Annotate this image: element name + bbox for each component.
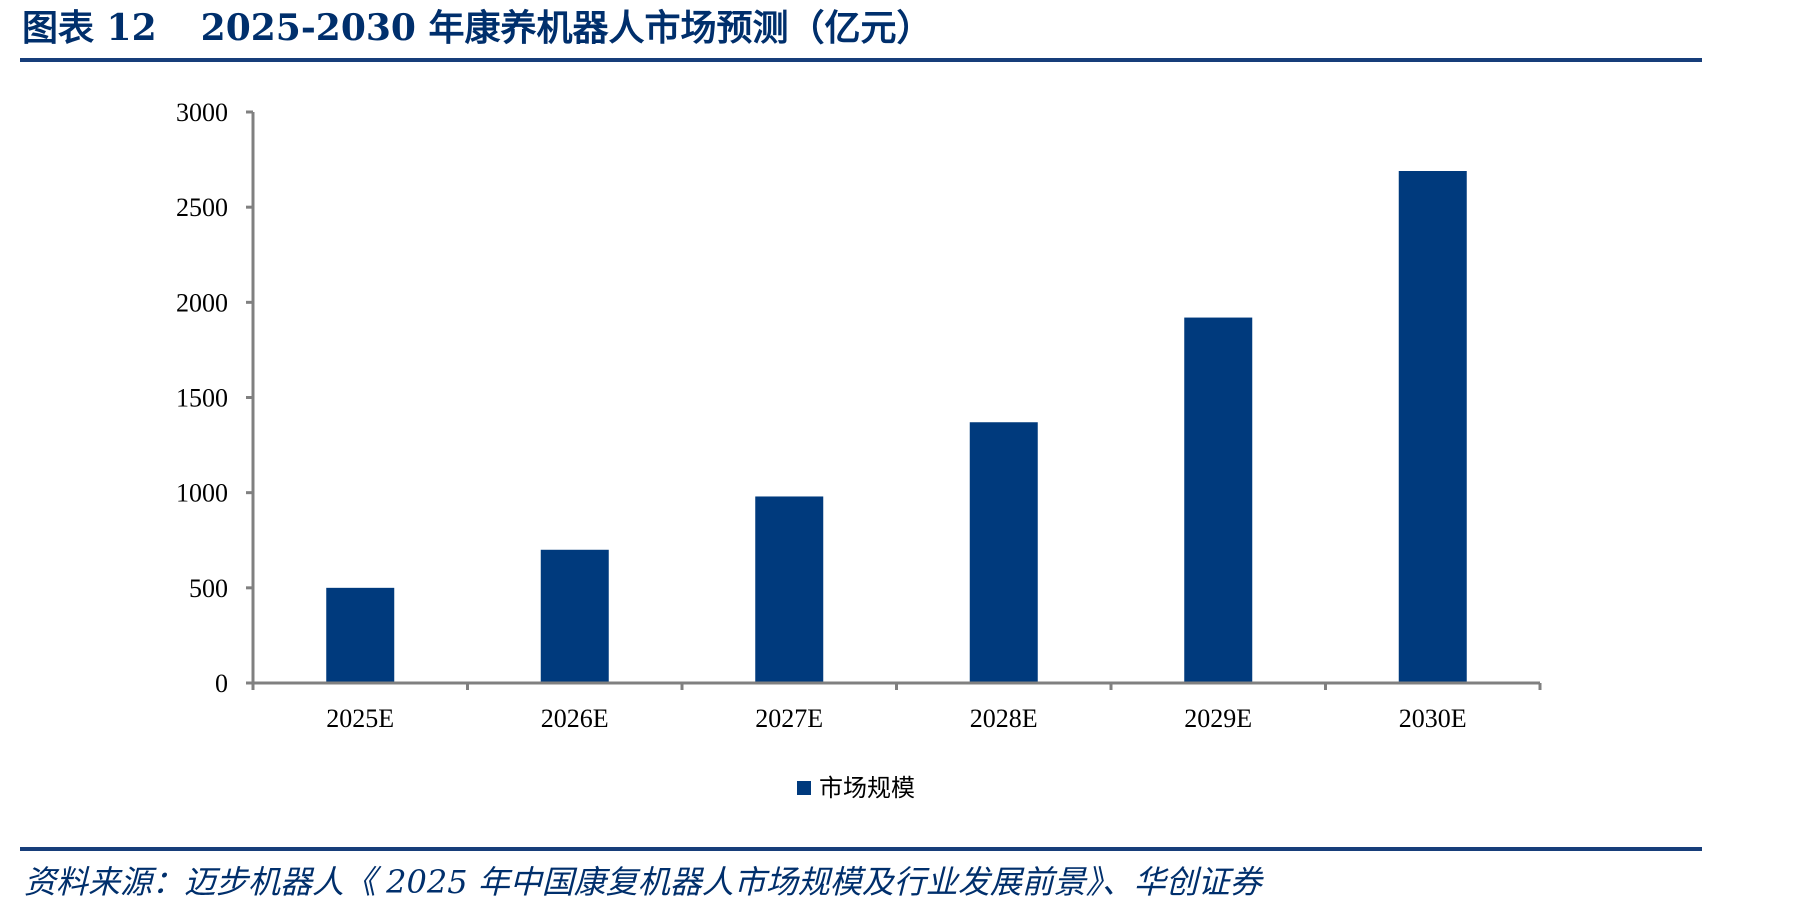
x-tick-label-2030E: 2030E [1399, 704, 1467, 733]
y-tick-label-2500: 2500 [176, 193, 228, 222]
y-tick-label-1500: 1500 [176, 384, 228, 413]
y-tick-label-1000: 1000 [176, 479, 228, 508]
bar-2028E [969, 422, 1038, 683]
legend: 市场规模 [797, 772, 915, 804]
footer-divider [20, 847, 1702, 851]
x-tick-label-2025E: 2025E [326, 704, 394, 733]
bar-2026E [540, 549, 609, 683]
bar-2030E [1398, 171, 1467, 683]
x-tick-label-2027E: 2027E [755, 704, 823, 733]
x-tick-label-2026E: 2026E [541, 704, 609, 733]
y-tick-label-500: 500 [189, 574, 228, 603]
figure-title-text: 2025-2030 年康养机器人市场预测（亿元） [200, 7, 933, 49]
axes-layer [246, 110, 1542, 690]
legend-swatch [797, 781, 811, 795]
bar-2027E [755, 496, 824, 683]
bars-layer [326, 171, 1467, 683]
title-divider [20, 58, 1702, 62]
legend-label: 市场规模 [819, 774, 915, 802]
x-tick-label-2029E: 2029E [1184, 704, 1252, 733]
bar-2025E [326, 587, 395, 683]
source-note: 资料来源：迈步机器人《 2025 年中国康复机器人市场规模及行业发展前景》、华创… [24, 863, 1262, 901]
bar-2029E [1184, 317, 1253, 683]
x-tick-label-2028E: 2028E [970, 704, 1038, 733]
y-tick-label-3000: 3000 [176, 98, 228, 127]
tick-labels-layer: 0 500 1000 1500 2000 2500 3000 2025E 2026E 2027E 2… [176, 98, 1467, 733]
figure-title: 图表 12 2025-2030 年康养机器人市场预测（亿元） [22, 4, 933, 52]
figure-label: 图表 12 [22, 7, 157, 49]
y-tick-label-0: 0 [215, 669, 228, 698]
y-tick-label-2000: 2000 [176, 288, 228, 317]
